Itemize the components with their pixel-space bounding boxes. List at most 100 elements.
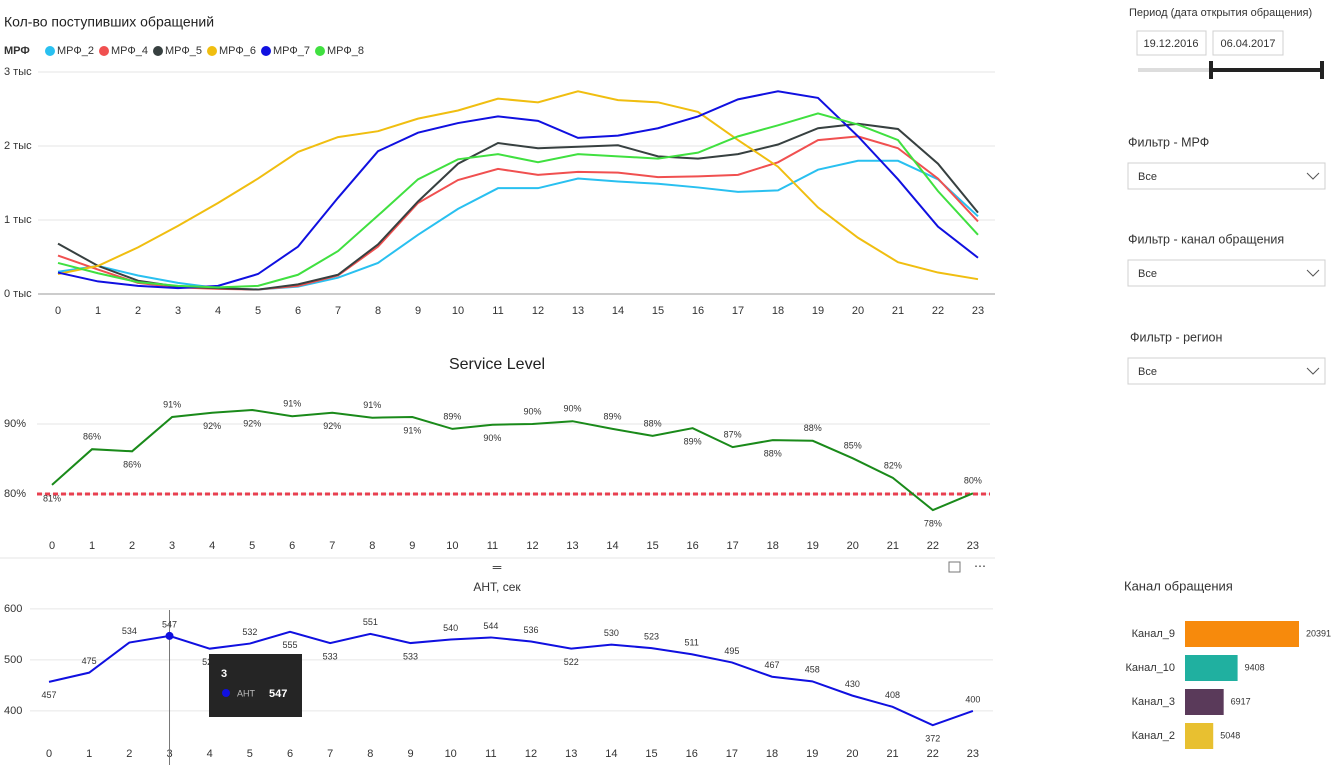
dropdown[interactable] <box>1127 162 1326 190</box>
x-tick-label: 15 <box>645 748 657 760</box>
x-tick-label: 22 <box>927 748 939 760</box>
data-label: 90% <box>564 404 582 414</box>
x-tick-label: 16 <box>686 748 698 760</box>
data-label: 92% <box>203 421 221 431</box>
x-tick-label: 1 <box>95 305 101 317</box>
x-tick-label: 6 <box>295 305 301 317</box>
x-tick-label: 10 <box>452 305 464 317</box>
data-label: 540 <box>443 623 458 633</box>
legend-label[interactable]: МРФ_8 <box>327 45 364 57</box>
y-tick-label: 2 тыс <box>4 140 32 152</box>
legend-marker[interactable] <box>45 46 55 56</box>
y-tick-label: 90% <box>4 418 26 430</box>
data-label: 80% <box>964 476 982 486</box>
x-tick-label: 14 <box>606 540 618 552</box>
x-tick-label: 9 <box>415 305 421 317</box>
x-tick-label: 8 <box>375 305 381 317</box>
chart-title: Канал обращения <box>1124 578 1233 593</box>
y-tick-label: 500 <box>4 654 22 666</box>
y-tick-label: 600 <box>4 603 22 615</box>
x-tick-label: 20 <box>846 748 858 760</box>
data-label: 544 <box>483 621 498 631</box>
x-tick-label: 19 <box>807 540 819 552</box>
data-label: 547 <box>162 619 177 629</box>
data-label: 20391 <box>1306 628 1331 638</box>
data-label: 555 <box>283 640 298 650</box>
x-tick-label: 8 <box>367 748 373 760</box>
legend-marker[interactable] <box>207 46 217 56</box>
dropdown[interactable] <box>1127 357 1326 385</box>
x-tick-label: 2 <box>126 748 132 760</box>
date-box[interactable] <box>1212 30 1284 56</box>
date-box[interactable] <box>1136 30 1207 56</box>
x-tick-label: 4 <box>215 305 221 317</box>
x-tick-label: 21 <box>886 748 898 760</box>
dropdown-value: Все <box>1138 366 1157 378</box>
series-line <box>51 408 974 512</box>
series-line <box>57 135 979 291</box>
legend-label[interactable]: МРФ_4 <box>111 45 148 57</box>
x-tick-label: 17 <box>726 748 738 760</box>
legend-marker[interactable] <box>153 46 163 56</box>
x-tick-label: 0 <box>55 305 61 317</box>
x-tick-label: 3 <box>175 305 181 317</box>
data-label: 89% <box>684 437 702 447</box>
data-label: 88% <box>644 418 662 428</box>
bar[interactable] <box>1185 689 1224 715</box>
x-tick-label: 1 <box>89 540 95 552</box>
data-label: 92% <box>323 421 341 431</box>
tooltip-marker <box>222 689 230 697</box>
x-tick-label: 17 <box>727 540 739 552</box>
data-label: 522 <box>564 657 579 667</box>
legend-label[interactable]: МРФ_2 <box>57 45 94 57</box>
bar[interactable] <box>1185 723 1214 749</box>
data-label: 534 <box>122 626 137 636</box>
bar[interactable] <box>1185 655 1238 681</box>
x-tick-label: 10 <box>445 748 457 760</box>
y-tick-label: 0 тыс <box>4 288 32 300</box>
more-icon[interactable]: ⋯ <box>974 559 986 573</box>
x-tick-label: 13 <box>566 540 578 552</box>
legend-label[interactable]: МРФ_5 <box>165 45 202 57</box>
x-tick-label: 17 <box>732 305 744 317</box>
data-label: 5048 <box>1220 730 1240 740</box>
data-label: 408 <box>885 690 900 700</box>
bar[interactable] <box>1185 621 1299 647</box>
data-label: 372 <box>925 734 940 744</box>
data-label: 430 <box>845 679 860 689</box>
focus-icon[interactable] <box>948 561 961 573</box>
data-label: 91% <box>363 400 381 410</box>
category-label: Канал_2 <box>1132 730 1175 742</box>
data-label: 458 <box>805 665 820 675</box>
data-label: 78% <box>924 518 942 528</box>
legend-label[interactable]: МРФ_6 <box>219 45 256 57</box>
data-label: 88% <box>764 448 782 458</box>
legend-marker[interactable] <box>99 46 109 56</box>
series-line <box>57 112 979 289</box>
legend-title: МРФ <box>4 45 30 57</box>
x-tick-label: 0 <box>46 748 52 760</box>
data-label: 89% <box>604 411 622 421</box>
x-tick-label: 20 <box>852 305 864 317</box>
dropdown[interactable] <box>1127 259 1326 287</box>
series-line <box>48 630 974 727</box>
x-tick-label: 23 <box>967 748 979 760</box>
legend-marker[interactable] <box>315 46 325 56</box>
x-tick-label: 3 <box>169 540 175 552</box>
tooltip-category: 3 <box>221 668 227 680</box>
data-label: 530 <box>604 628 619 638</box>
data-label: 536 <box>524 625 539 635</box>
drag-handle[interactable]: ═ <box>492 560 502 574</box>
data-label: 91% <box>403 425 421 435</box>
x-tick-label: 23 <box>967 540 979 552</box>
x-tick-label: 8 <box>369 540 375 552</box>
x-tick-label: 13 <box>565 748 577 760</box>
legend-marker[interactable] <box>261 46 271 56</box>
legend-label[interactable]: МРФ_7 <box>273 45 310 57</box>
data-label: 82% <box>884 460 902 470</box>
data-label: 523 <box>644 632 659 642</box>
data-label: 86% <box>83 432 101 442</box>
x-tick-label: 22 <box>927 540 939 552</box>
data-label: 475 <box>82 656 97 666</box>
filter-label: Фильтр - канал обращения <box>1128 232 1284 246</box>
